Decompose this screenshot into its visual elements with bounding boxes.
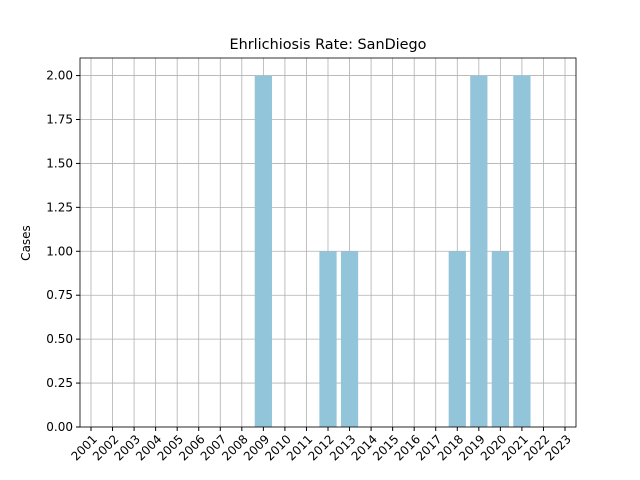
bar <box>340 251 359 427</box>
y-tick-label: 1.00 <box>46 244 73 258</box>
y-tick-label: 0.00 <box>46 420 73 434</box>
chart-title: Ehrlichiosis Rate: SanDiego <box>230 37 427 53</box>
bar <box>319 251 337 427</box>
y-tick-label: 1.25 <box>46 200 73 214</box>
y-axis-label: Cases <box>19 225 33 261</box>
bar <box>448 251 466 427</box>
bar <box>254 75 272 428</box>
bar <box>491 251 509 427</box>
x-axis-label: Year <box>314 478 340 480</box>
y-tick-label: 1.50 <box>46 156 73 170</box>
y-tick-label: 2.00 <box>46 69 73 83</box>
y-tick-label: 0.75 <box>46 288 73 302</box>
y-tick-label: 0.25 <box>46 376 73 390</box>
y-tick-label: 1.75 <box>46 113 73 127</box>
plot-frame <box>79 57 577 428</box>
bar <box>513 75 531 428</box>
bar <box>470 75 488 428</box>
y-tick-label: 0.50 <box>46 332 73 346</box>
